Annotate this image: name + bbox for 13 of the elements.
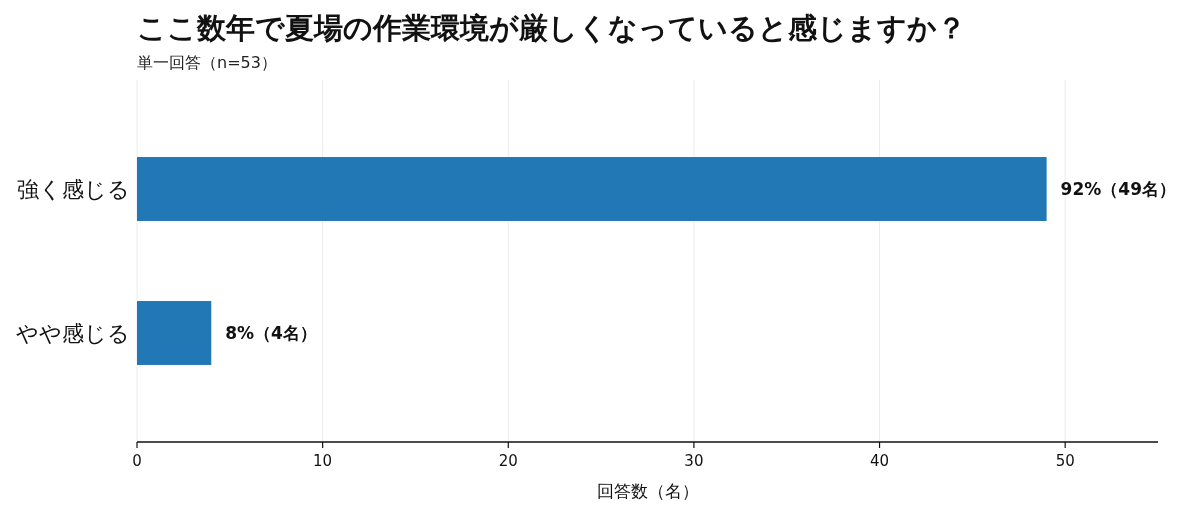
chart-subtitle: 単一回答（n=53） — [137, 53, 277, 72]
y-tick-label: 強く感じる — [17, 176, 130, 202]
x-tick-label: 30 — [684, 452, 704, 470]
x-tick-label: 0 — [132, 452, 142, 470]
chart-title: ここ数年で夏場の作業環境が厳しくなっていると感じますか？ — [137, 11, 966, 45]
y-tick-label: やや感じる — [16, 320, 130, 346]
x-tick-label: 40 — [870, 452, 890, 470]
x-tick-label: 10 — [313, 452, 333, 470]
x-tick-label: 50 — [1055, 452, 1075, 470]
data-label: 92%（49名） — [1060, 178, 1176, 199]
x-axis-title: 回答数（名） — [596, 481, 699, 501]
x-tick-label: 20 — [498, 452, 518, 470]
data-label: 8%（4名） — [225, 322, 317, 343]
